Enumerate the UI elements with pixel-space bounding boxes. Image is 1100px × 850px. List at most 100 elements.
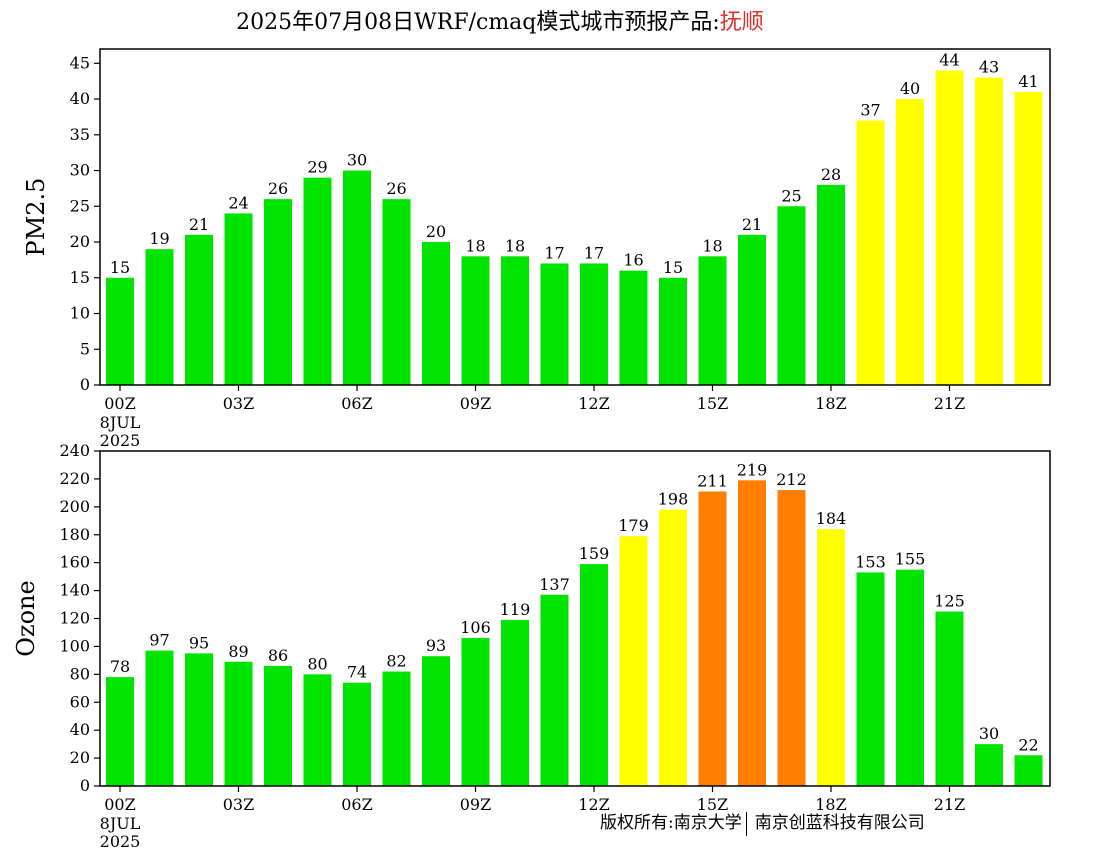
chart1-y-tick-label: 30 (70, 161, 90, 180)
chart1-bar (777, 206, 806, 385)
chart2-bar (303, 674, 332, 786)
copyright-right: 南京创蓝科技有限公司 (754, 813, 925, 833)
chart2-x-tick-label: 15Z (697, 795, 728, 814)
chart1-y-tick-label: 40 (70, 89, 90, 108)
chart2-bar (817, 529, 845, 786)
chart1-bar (224, 213, 253, 385)
chart1-bar (264, 199, 292, 385)
chart2-y-tick-label: 140 (59, 581, 90, 600)
chart2-value-label: 106 (460, 618, 491, 637)
chart1-bar (738, 234, 766, 385)
chart2-x-tick-label: 03Z (223, 795, 254, 814)
chart1-x-tick-label: 09Z (460, 394, 491, 413)
chart2-value-label: 153 (855, 552, 886, 571)
chart2-y-tick-label: 100 (59, 636, 90, 655)
chart1-bar (145, 249, 174, 385)
chart2-bar (975, 744, 1003, 786)
chart1-bar (856, 120, 885, 385)
chart2-bar (619, 536, 648, 786)
chart1-value-label: 24 (228, 193, 248, 212)
chart2-value-label: 95 (189, 633, 209, 652)
chart1-y-tick-label: 0 (80, 375, 90, 394)
chart2-bar (856, 572, 885, 786)
chart1-bar (303, 177, 332, 385)
chart1-x-tick-label: 06Z (341, 394, 372, 413)
chart1-y-tick-label: 10 (70, 304, 90, 323)
chart1-y-tick-label: 20 (70, 232, 90, 251)
chart1-value-label: 41 (1018, 72, 1038, 91)
chart2-value-label: 78 (110, 657, 130, 676)
chart1-value-label: 18 (465, 236, 485, 255)
chart2-y-tick-label: 40 (70, 720, 90, 739)
chart2-bar (698, 491, 727, 786)
chart1-value-label: 25 (781, 186, 801, 205)
chart1-y-tick-label: 5 (80, 339, 90, 358)
chart1-y-tick-label: 35 (70, 125, 90, 144)
chart2-x-tick-label: 09Z (460, 795, 491, 814)
chart2-y-tick-label: 180 (59, 525, 90, 544)
chart1-bar (461, 256, 490, 385)
chart2-value-label: 184 (816, 509, 847, 528)
chart2-bar (145, 650, 174, 786)
chart1-value-label: 30 (347, 151, 367, 170)
chart1-bar (106, 277, 134, 385)
chart2-y-tick-label: 200 (59, 497, 90, 516)
chart2-x-tick-label: 00Z (104, 795, 135, 814)
chart2-bar (224, 661, 253, 786)
chart2-bar (382, 671, 411, 786)
chart1-value-label: 40 (900, 79, 920, 98)
chart2-y-tick-label: 0 (80, 776, 90, 795)
chart2-value-label: 89 (228, 642, 248, 661)
chart1-x-date-label: 2025 (100, 431, 141, 450)
chart1-bar (935, 70, 964, 385)
chart2-y-tick-label: 220 (59, 469, 90, 488)
chart1-x-tick-label: 12Z (578, 394, 609, 413)
chart2-bar (935, 611, 964, 786)
chart1-value-label: 17 (584, 243, 604, 262)
chart1-value-label: 21 (742, 215, 762, 234)
chart1-value-label: 19 (149, 229, 169, 248)
chart1-y-tick-label: 15 (70, 268, 90, 287)
chart1-bar (896, 99, 924, 386)
chart2-value-label: 179 (618, 516, 649, 535)
chart1-value-label: 44 (939, 50, 959, 69)
chart2-x-tick-label: 06Z (341, 795, 372, 814)
chart1-x-tick-label: 15Z (697, 394, 728, 413)
chart1-bar (1014, 91, 1043, 385)
chart2-bar (185, 653, 213, 786)
chart2-y-tick-label: 240 (59, 441, 90, 460)
chart2-bar (777, 490, 806, 786)
page-title: 2025年07月08日WRF/cmaq模式城市预报产品:抚顺 (0, 4, 1000, 36)
chart1-x-date-label: 8JUL (100, 413, 141, 432)
chart2-value-label: 80 (307, 654, 327, 673)
chart2-value-label: 30 (979, 724, 999, 743)
chart2-bar (580, 564, 608, 786)
copyright-left: 版权所有:南京大学 (600, 813, 742, 833)
chart2-y-tick-label: 120 (59, 609, 90, 628)
chart2-y-axis-label: Ozone (12, 580, 40, 656)
chart2-bar (896, 569, 924, 786)
chart2-x-date-label: 8JUL (100, 814, 141, 833)
chart2-value-label: 219 (737, 460, 768, 479)
chart2-value-label: 97 (149, 631, 169, 650)
chart2-value-label: 93 (426, 636, 446, 655)
chart1-value-label: 18 (505, 236, 525, 255)
chart2-y-tick-label: 80 (70, 664, 90, 683)
chart2-bar (659, 509, 687, 786)
chart2-x-tick-label: 18Z (815, 795, 846, 814)
chart1-value-label: 15 (110, 258, 130, 277)
chart1-y-tick-label: 45 (70, 53, 90, 72)
chart1-value-label: 17 (544, 243, 564, 262)
chart1-x-tick-label: 03Z (223, 394, 254, 413)
chart2-y-tick-label: 160 (59, 553, 90, 572)
chart1-x-tick-label: 00Z (104, 394, 135, 413)
chart1-value-label: 26 (386, 179, 406, 198)
chart2-value-label: 74 (347, 663, 367, 682)
chart2-bar (501, 619, 529, 786)
chart1-y-tick-label: 25 (70, 196, 90, 215)
chart1-value-label: 18 (702, 236, 722, 255)
chart1-value-label: 15 (663, 258, 683, 277)
chart1-value-label: 37 (860, 100, 880, 119)
chart2-value-label: 22 (1018, 735, 1038, 754)
chart1-value-label: 26 (268, 179, 288, 198)
